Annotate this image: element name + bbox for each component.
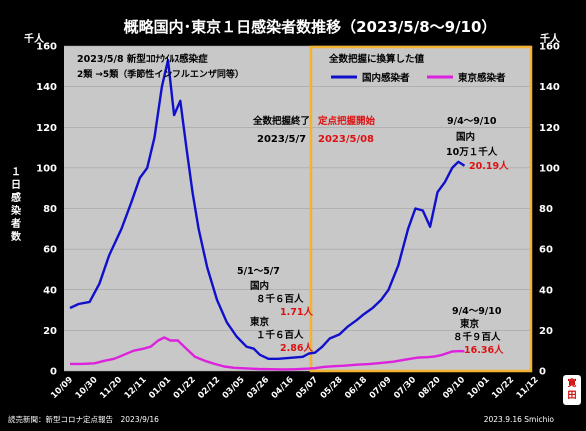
x-tick: 10/01 xyxy=(466,375,492,401)
x-axis: 10/0910/3011/2012/1101/0101/2202/1203/05… xyxy=(49,375,541,401)
y-axis-label: １日感染者数 xyxy=(10,166,22,243)
annot-topleft-1: 2023/5/8 新型ｺﾛﾅｳｲﾙｽ感染症 xyxy=(77,53,208,65)
y-tick-right: 0 xyxy=(539,367,546,378)
x-tick: 12/11 xyxy=(123,375,149,401)
grid xyxy=(64,45,531,372)
y-tick-left: 0 xyxy=(50,367,57,378)
y-tick-left: 80 xyxy=(43,204,57,215)
x-tick: 11/12 xyxy=(515,375,541,401)
x-tick: 09/10 xyxy=(441,375,467,401)
x-tick: 07/30 xyxy=(392,375,418,401)
annot-may-tokyo-label: 東京 xyxy=(249,316,270,328)
y-axis-left: 0 20 40 60 80 100 120 140 160 xyxy=(36,42,57,378)
x-tick: 07/09 xyxy=(368,375,394,401)
legend-title: 全数把握に換算した値 xyxy=(328,53,425,65)
highlight-box xyxy=(309,45,533,373)
annot-sep-national-text: 10万１千人 xyxy=(446,146,498,158)
y-tick-left: 40 xyxy=(43,285,57,296)
annot-may-national-label: 国内 xyxy=(250,280,269,292)
y-tick-left: 60 xyxy=(43,245,57,256)
x-tick: 02/12 xyxy=(196,375,222,401)
annot-fixed-start-label: 定点把握開始 xyxy=(317,115,376,127)
annot-sep-national-value: 20.19人 xyxy=(469,160,509,172)
x-tick: 10/30 xyxy=(74,375,100,401)
y-tick-right: 120 xyxy=(539,123,560,134)
y-tick-right: 20 xyxy=(539,326,553,337)
annot-sep-national-label: 国内 xyxy=(456,131,475,143)
series-lines xyxy=(69,59,466,371)
legend-label-national: 国内感染者 xyxy=(362,72,410,84)
series-tokyo-line xyxy=(70,336,465,371)
annot-sep-tokyo-text: ８千９百人 xyxy=(453,331,501,343)
annot-topleft-2: 2類 →5類（季節性インフルエンザ同等） xyxy=(77,68,244,80)
annot-fixed-start-date: 2023/5/08 xyxy=(318,134,374,145)
x-tick: 03/26 xyxy=(245,375,271,401)
x-tick: 05/28 xyxy=(319,375,345,401)
x-tick: 08/20 xyxy=(417,375,443,401)
annot-sep-national-period: 9/4～9/10 xyxy=(447,116,497,127)
y-tick-right: 140 xyxy=(539,82,560,93)
legend-label-tokyo: 東京感染者 xyxy=(457,72,506,84)
y-tick-left: 120 xyxy=(36,123,57,134)
y-tick-left: 100 xyxy=(36,163,57,174)
y-tick-left: 20 xyxy=(43,326,57,337)
annot-sep-tokyo-label: 東京 xyxy=(459,318,480,330)
x-tick: 01/01 xyxy=(147,375,173,401)
annot-may-national-value: 1.71人 xyxy=(280,306,313,318)
x-tick: 03/05 xyxy=(221,375,247,401)
x-tick: 11/20 xyxy=(98,375,124,401)
y-tick-right: 60 xyxy=(539,245,553,256)
annot-may-national-text: ８千６百人 xyxy=(256,293,304,305)
footer-credit: 2023.9.16 Smichio xyxy=(484,415,555,424)
annot-may-tokyo-text: １千６百人 xyxy=(256,329,304,341)
y-tick-left: 140 xyxy=(36,82,57,93)
annot-may-tokyo-value: 2.86人 xyxy=(280,342,313,354)
y-axis-right: 0 20 40 60 80 100 120 140 160 xyxy=(539,42,560,378)
x-tick: 10/09 xyxy=(49,375,75,401)
seal-stamp: 寛 田 xyxy=(563,375,581,405)
x-tick: 05/07 xyxy=(294,375,320,401)
y-tick-right: 100 xyxy=(539,163,560,174)
annot-sep-tokyo-value: 16.36人 xyxy=(464,344,504,356)
y-unit-right: 千人 xyxy=(540,32,561,45)
series-national-line xyxy=(69,59,466,360)
y-tick-right: 160 xyxy=(539,42,560,53)
x-tick: 06/18 xyxy=(343,375,369,401)
annot-full-end-date: 2023/5/7 xyxy=(257,134,306,145)
annot-full-end-label: 全数把握終了 xyxy=(252,115,310,127)
x-tick: 01/22 xyxy=(172,375,198,401)
annot-may-period: 5/1～5/7 xyxy=(237,266,280,277)
x-tick: 04/16 xyxy=(270,375,296,401)
y-unit-left: 千人 xyxy=(24,32,45,45)
chart-title: 概略国内･東京１日感染者数推移（2023/5/8～9/10） xyxy=(124,18,497,36)
y-tick-right: 80 xyxy=(539,204,553,215)
x-tick: 10/22 xyxy=(490,375,516,401)
footer-source: 読売新聞：新型コロナ定点報告 2023/9/16 xyxy=(8,414,159,424)
annot-sep-tokyo-period: 9/4～9/10 xyxy=(452,306,502,317)
y-tick-right: 40 xyxy=(539,285,553,296)
y-tick-left: 160 xyxy=(36,42,57,53)
